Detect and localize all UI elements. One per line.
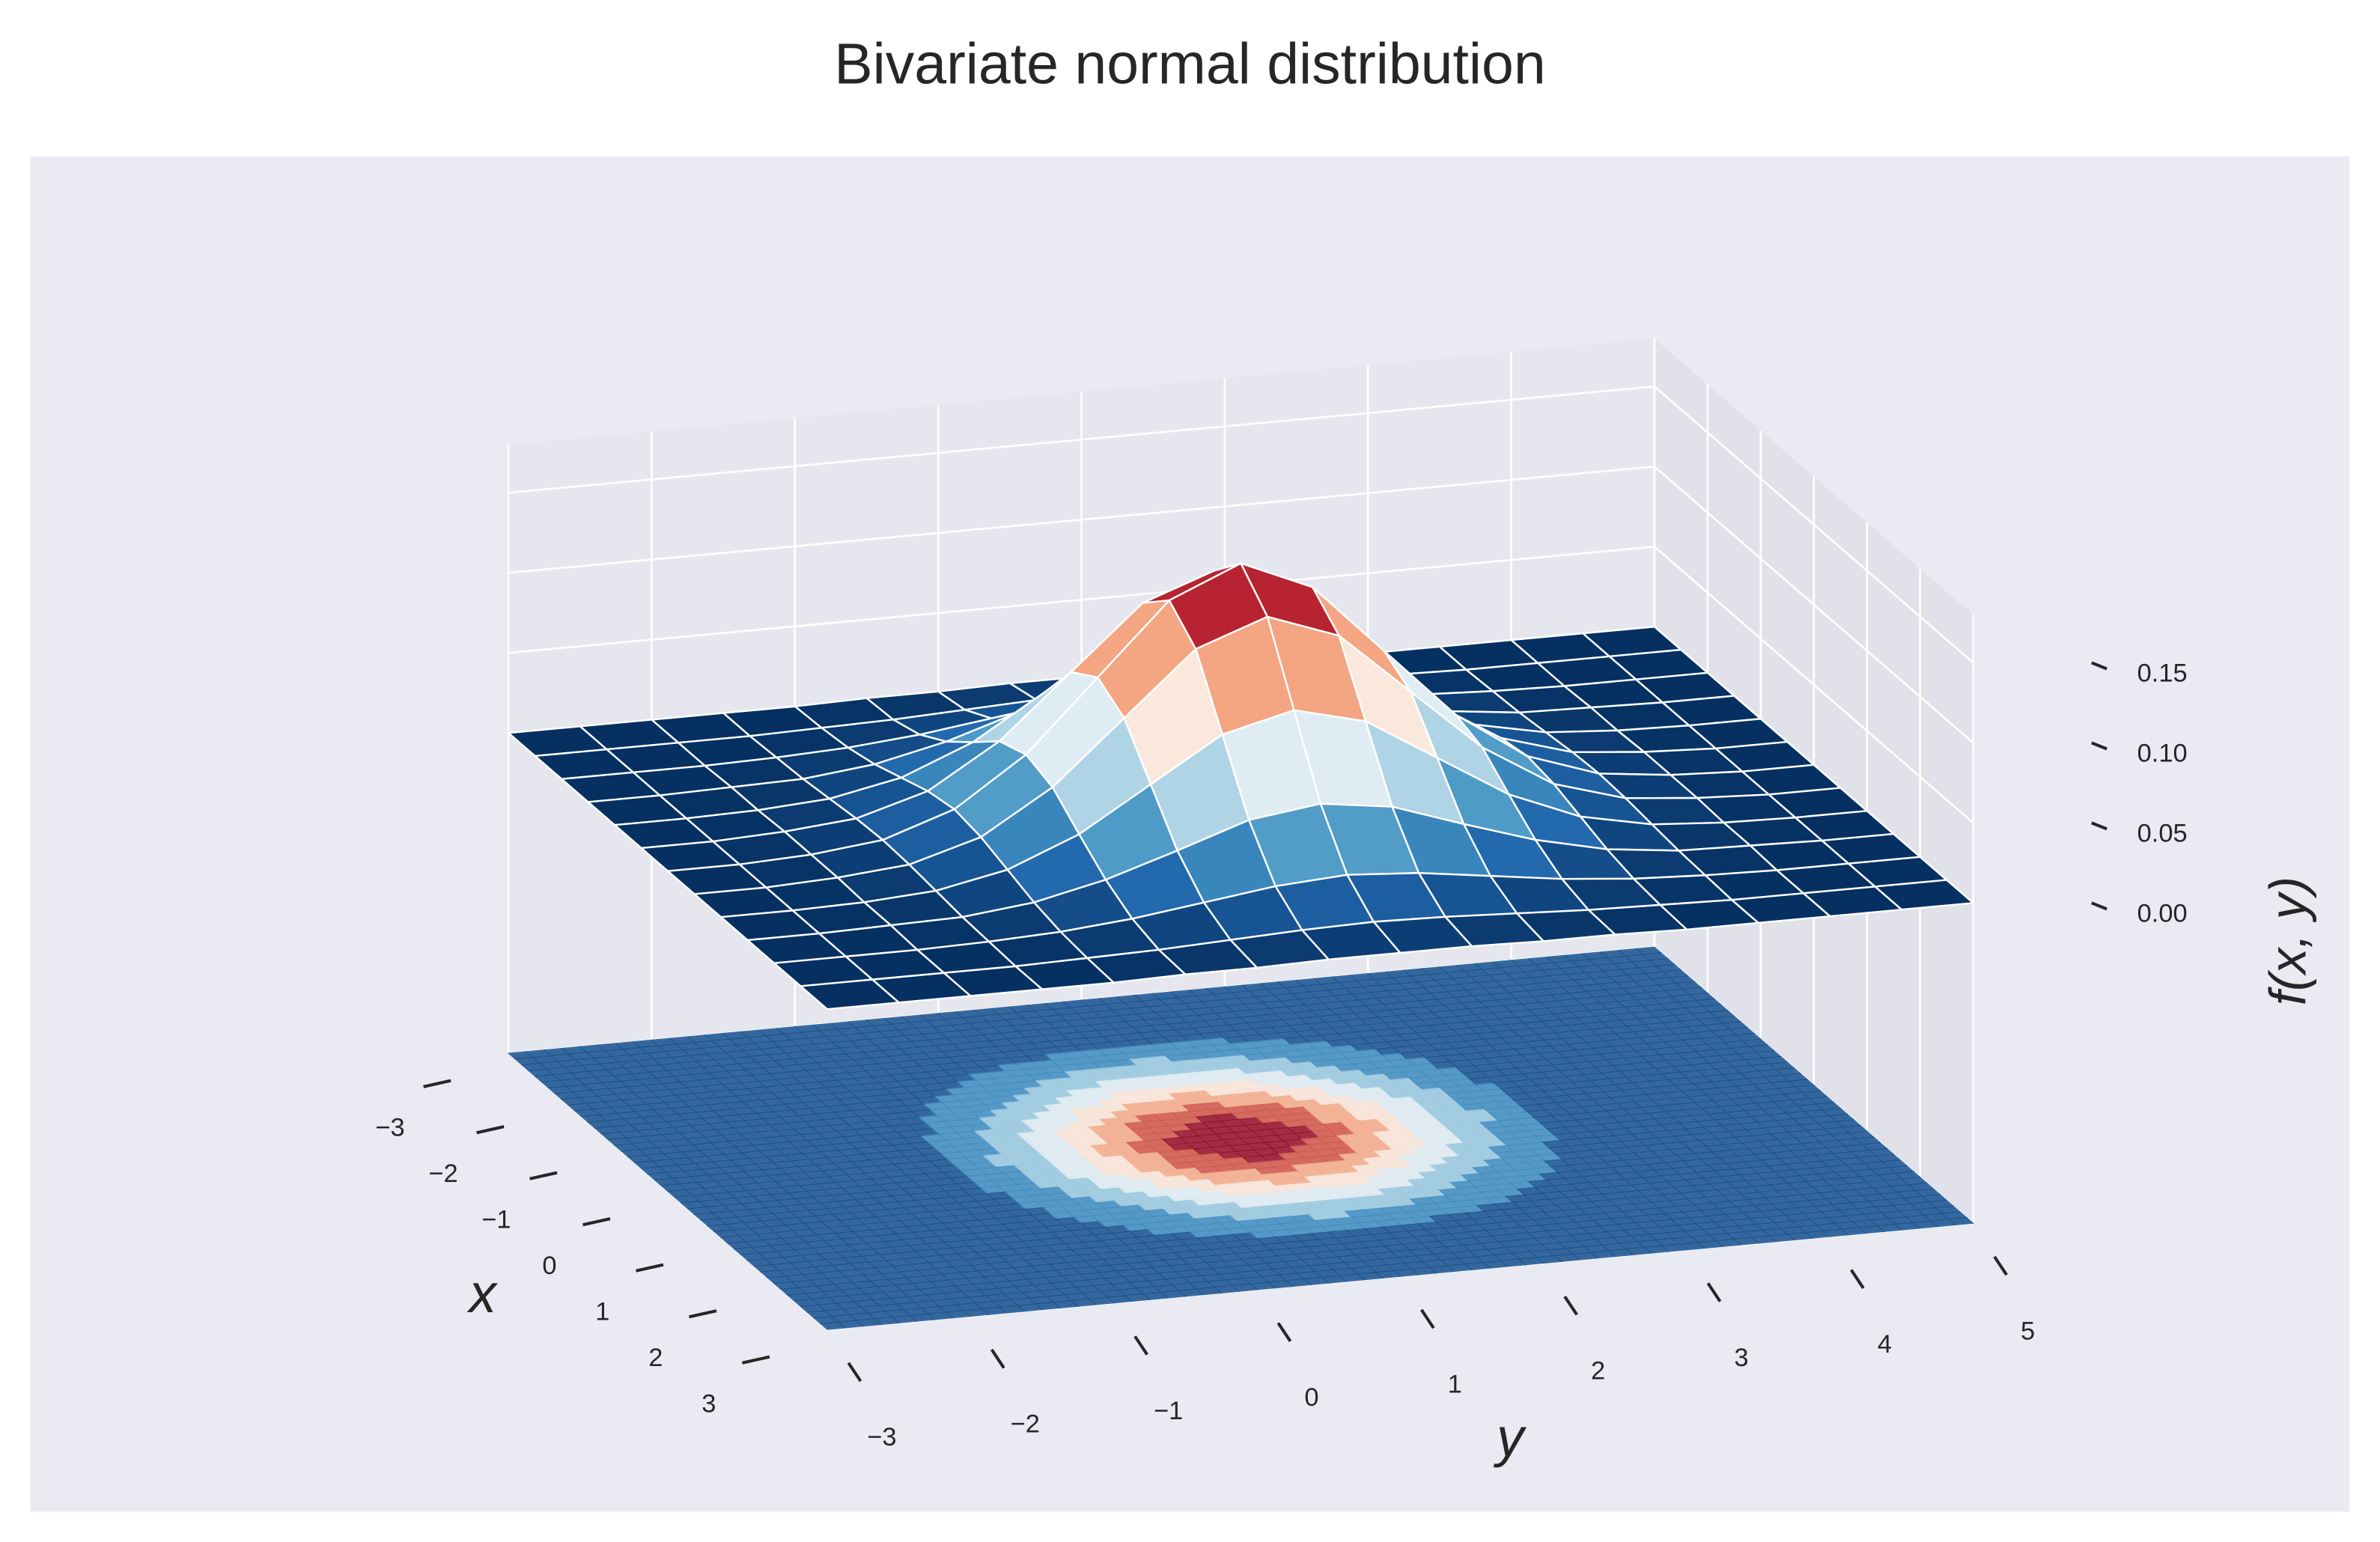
x-tick-label: 1 bbox=[595, 1298, 609, 1326]
tick-mark bbox=[990, 1348, 1005, 1369]
plot-area: −3 −2 −1 0 1 2 3 −3 −2 −1 0 1 2 3 4 5 0.00 0.05 0.10 0.15 bbox=[375, 338, 2188, 1451]
x-tick-label: −3 bbox=[375, 1114, 404, 1142]
y-axis-label: y bbox=[1493, 1407, 1527, 1468]
y-tick-label: −1 bbox=[1154, 1397, 1183, 1425]
tick-mark bbox=[529, 1171, 558, 1180]
tick-mark bbox=[689, 1309, 717, 1319]
y-tick-label: 1 bbox=[1448, 1370, 1462, 1398]
tick-mark bbox=[2091, 661, 2107, 671]
x-axis-label: x bbox=[466, 1264, 498, 1324]
surface-face bbox=[800, 978, 900, 1011]
z-tick-label: 0.10 bbox=[2137, 740, 2188, 768]
x-tick-label: −1 bbox=[481, 1206, 511, 1234]
tick-mark bbox=[1563, 1295, 1578, 1316]
tick-mark bbox=[1133, 1335, 1148, 1356]
chart-title: Bivariate normal distribution bbox=[834, 32, 1545, 97]
y-tick-label: 5 bbox=[2021, 1317, 2035, 1345]
tick-mark bbox=[423, 1079, 451, 1088]
tick-mark bbox=[847, 1362, 862, 1383]
grid-line bbox=[508, 386, 1655, 494]
tick-mark bbox=[636, 1263, 664, 1273]
x-tick-label: −2 bbox=[428, 1159, 457, 1188]
y-tick-label: 3 bbox=[1734, 1344, 1748, 1372]
x-tick-label: 0 bbox=[542, 1252, 556, 1280]
tick-mark bbox=[582, 1217, 611, 1227]
grid-line bbox=[1654, 386, 1974, 664]
grid-line bbox=[1654, 466, 1974, 744]
z-tick-label: 0.15 bbox=[2137, 659, 2188, 688]
tick-mark bbox=[741, 1355, 770, 1365]
contour-cell bbox=[1947, 1216, 1975, 1226]
tick-mark bbox=[1706, 1282, 1722, 1302]
y-tick-label: −3 bbox=[867, 1423, 896, 1451]
tick-mark bbox=[2091, 821, 2107, 831]
tick-mark bbox=[1419, 1308, 1435, 1329]
z-axis-label: f(x, y) bbox=[2259, 877, 2317, 1005]
z-tick-label: 0.00 bbox=[2137, 900, 2188, 928]
y-tick-label: 2 bbox=[1591, 1357, 1605, 1386]
y-tick-label: 0 bbox=[1304, 1383, 1318, 1412]
grid-line bbox=[508, 545, 1655, 654]
z-tick-label: 0.05 bbox=[2137, 820, 2188, 848]
tick-mark bbox=[1276, 1322, 1292, 1342]
y-tick-label: −2 bbox=[1011, 1410, 1040, 1438]
grid-line bbox=[1654, 546, 1974, 824]
x-tick-label: 3 bbox=[701, 1390, 716, 1418]
x-tick-label: 2 bbox=[648, 1344, 663, 1372]
tick-mark bbox=[1993, 1255, 2008, 1276]
y-tick-label: 4 bbox=[1878, 1330, 1892, 1359]
tick-mark bbox=[2091, 741, 2107, 751]
grid-line bbox=[508, 466, 1655, 574]
tick-mark bbox=[476, 1125, 505, 1135]
tick-mark bbox=[2091, 901, 2107, 911]
tick-mark bbox=[1850, 1269, 1865, 1290]
